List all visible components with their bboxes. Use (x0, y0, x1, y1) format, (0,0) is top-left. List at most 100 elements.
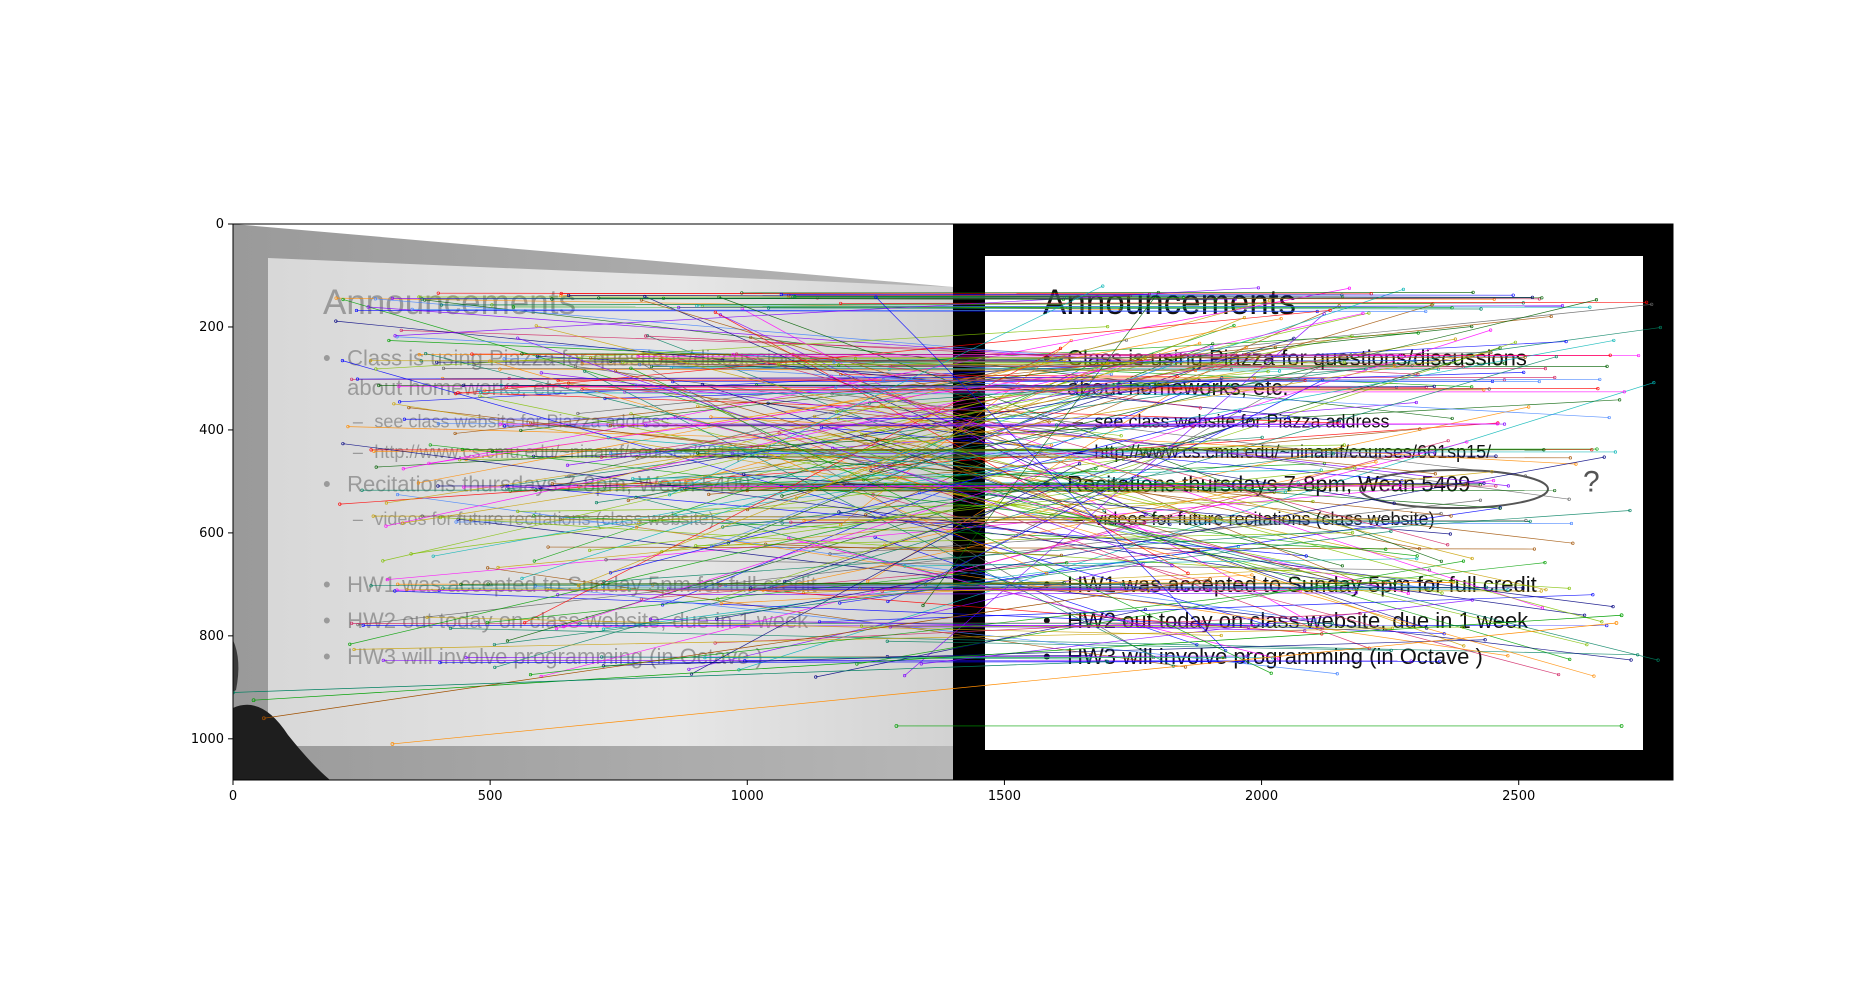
match-line (387, 480, 1494, 580)
match-line (838, 511, 1585, 616)
keypoint-left (373, 297, 377, 301)
keypoint-left (374, 465, 378, 469)
keypoint-right (1121, 582, 1126, 586)
keypoint-right (1656, 658, 1660, 662)
keypoint-left (453, 431, 457, 436)
match-line (639, 364, 1610, 418)
keypoint-right (1242, 316, 1247, 320)
y-tick-label: 600 (199, 526, 224, 541)
keypoint-right (1438, 659, 1442, 663)
keypoint-right (1521, 301, 1525, 305)
keypoint-left (832, 360, 836, 364)
keypoint-right (1415, 554, 1419, 558)
keypoint-left (643, 294, 647, 299)
keypoint-left (355, 377, 360, 381)
match-pair (855, 559, 1466, 666)
keypoint-right (1537, 379, 1541, 384)
keypoint-left (369, 448, 373, 452)
match-pair (341, 297, 1572, 661)
bullet-marker: • (323, 572, 331, 597)
keypoint-left (710, 544, 714, 548)
match-pair (539, 371, 1511, 488)
keypoint-right (1567, 586, 1571, 590)
match-pair (743, 659, 1442, 663)
keypoint-right (1450, 416, 1454, 421)
keypoint-right (1484, 585, 1489, 589)
match-line (533, 515, 1386, 550)
keypoint-right (1406, 591, 1410, 596)
keypoint-right (1522, 370, 1526, 375)
keypoint-left (721, 655, 725, 659)
keypoint-right (1269, 671, 1273, 675)
keypoint-left (436, 291, 440, 295)
keypoint-left (550, 482, 554, 486)
keypoint-right (1506, 484, 1511, 488)
keypoint-left (398, 400, 402, 404)
keypoint-right (1619, 613, 1624, 618)
match-pair (601, 638, 1487, 668)
match-pair (410, 307, 1428, 314)
keypoint-left (580, 388, 584, 392)
keypoint-right (1440, 591, 1444, 595)
keypoint-right (1353, 466, 1357, 470)
keypoint-left (620, 424, 624, 428)
match-pair (644, 334, 1420, 376)
keypoint-left (550, 297, 554, 301)
match-line (650, 618, 1305, 631)
match-line (507, 347, 1501, 642)
keypoint-right (1414, 400, 1418, 405)
keypoint-right (1418, 427, 1422, 431)
match-line (788, 538, 1279, 660)
keypoint-left (532, 559, 536, 563)
y-axis: 0 200 400 600 800 1000 (191, 217, 233, 747)
keypoint-right (1453, 337, 1457, 341)
keypoint-right (1367, 646, 1371, 650)
keypoint-left (567, 474, 571, 478)
keypoint-right (1198, 406, 1202, 410)
keypoint-left (361, 623, 365, 627)
match-pair (735, 352, 1450, 547)
keypoint-right (1462, 644, 1466, 648)
keypoint-left (776, 362, 781, 367)
keypoint-right (1523, 355, 1527, 359)
keypoint-left (528, 673, 533, 677)
match-line (517, 337, 1173, 566)
keypoint-right (1495, 422, 1500, 426)
match-pair (696, 451, 1502, 510)
keypoint-right (1644, 300, 1649, 304)
keypoint-right (1482, 388, 1486, 392)
match-line (411, 458, 1124, 555)
match-pair (687, 561, 1145, 671)
keypoint-left (454, 520, 458, 524)
keypoint-right (1600, 620, 1604, 624)
keypoint-right (1487, 387, 1491, 391)
match-pair (567, 293, 1535, 299)
keypoint-left (456, 517, 460, 521)
keypoint-left (401, 467, 405, 471)
keypoint-left (409, 552, 413, 556)
y-tick-label: 400 (199, 423, 224, 438)
keypoint-left (887, 367, 891, 372)
match-line (821, 426, 1402, 482)
keypoint-right (1569, 521, 1574, 526)
keypoint-left (469, 518, 473, 522)
match-pair (578, 621, 1334, 625)
match-line (375, 298, 1110, 361)
keypoint-right (1461, 559, 1466, 563)
keypoint-left (420, 514, 424, 518)
keypoint-left (554, 626, 559, 631)
match-line (460, 582, 1065, 585)
match-line (455, 309, 1331, 394)
keypoint-left (390, 742, 395, 746)
match-line (608, 437, 1286, 493)
match-pair (424, 351, 1660, 662)
keypoint-right (1277, 369, 1282, 373)
keypoint-left (448, 626, 453, 630)
match-line (433, 340, 1614, 557)
keypoint-right (1416, 331, 1420, 335)
match-line (695, 532, 1353, 547)
keypoint-left (707, 492, 711, 496)
keypoint-left (834, 385, 838, 389)
keypoint-right (1594, 298, 1599, 302)
keypoint-left (780, 521, 784, 525)
